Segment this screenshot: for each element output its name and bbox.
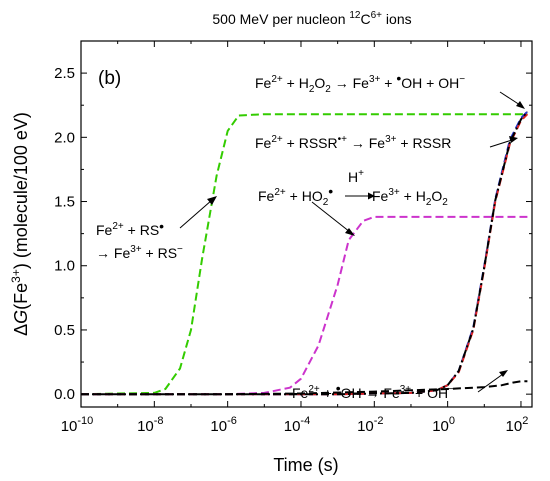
annotation-h2o2: Fe2+ + H2O2 → Fe3+ + •OH + OH−	[255, 70, 465, 95]
arrowhead-ho2	[345, 228, 355, 236]
y-tick-label: 2.0	[54, 129, 75, 146]
arrow-oh	[477, 373, 504, 393]
annotation-ho2-hplus: H+	[348, 168, 364, 185]
series-line-rs	[80, 113, 528, 396]
x-tick-label: 10-6	[210, 415, 236, 435]
x-tick-label: 10-10	[61, 415, 94, 435]
pointer-arrows	[179, 91, 525, 393]
plot-frame	[80, 40, 533, 408]
arrow-rs	[179, 199, 213, 229]
chart-title: 500 MeV per nucleon 12C6+ ions	[212, 10, 411, 27]
x-axis-label: Time (s)	[273, 455, 338, 475]
series-line-rssr	[81, 113, 529, 396]
annotation-ho2-line1: Fe2+ + HO2•	[258, 183, 333, 208]
x-tick-label: 102	[506, 415, 529, 435]
annotation-oh: Fe2+ + •OH → Fe3+ + OH−	[292, 380, 454, 401]
arrowhead-oh	[499, 370, 508, 377]
arrowhead-rs	[207, 196, 217, 205]
annotation-ho2-line2: Fe3+ + H2O2	[372, 187, 448, 208]
annotations: Fe2+ + H2O2 → Fe3+ + •OH + OH− Fe2+ + RS…	[96, 70, 525, 401]
arrowhead-rssr	[509, 136, 518, 143]
arrow-rssr	[489, 139, 513, 148]
annotation-rs-line2: → Fe3+ + RS−	[96, 244, 183, 261]
y-tick-label: 1.0	[54, 258, 75, 275]
x-tick-label: 100	[432, 415, 455, 435]
series-line-ho2	[81, 215, 528, 396]
x-tick-label: 10-2	[357, 415, 383, 435]
panel-label: (b)	[98, 68, 121, 89]
y-axis-label: ΔG(Fe3+) (molecule/100 eV)	[9, 112, 31, 336]
y-tick-label: 0.0	[54, 386, 75, 403]
arrow-h2o2	[499, 91, 521, 106]
axis-ticks: 10-10 10-8 10-6 10-4 10-2 100 102 0.0 0.5 1.0 1.5 2…	[54, 41, 532, 435]
annotation-ho2-arrowhead	[368, 192, 375, 200]
y-tick-label: 0.5	[54, 322, 75, 339]
arrowhead-h2o2	[516, 101, 525, 109]
x-tick-label: 10-4	[284, 415, 310, 435]
y-tick-label: 1.5	[54, 194, 75, 211]
arrow-ho2	[311, 201, 351, 233]
annotation-rssr: Fe2+ + RSSR•+ → Fe3+ + RSSR	[255, 134, 451, 151]
x-tick-label: 10-8	[137, 415, 163, 435]
y-tick-label: 2.5	[54, 65, 75, 82]
annotation-rs-line1: Fe2+ + RS•	[96, 218, 164, 238]
